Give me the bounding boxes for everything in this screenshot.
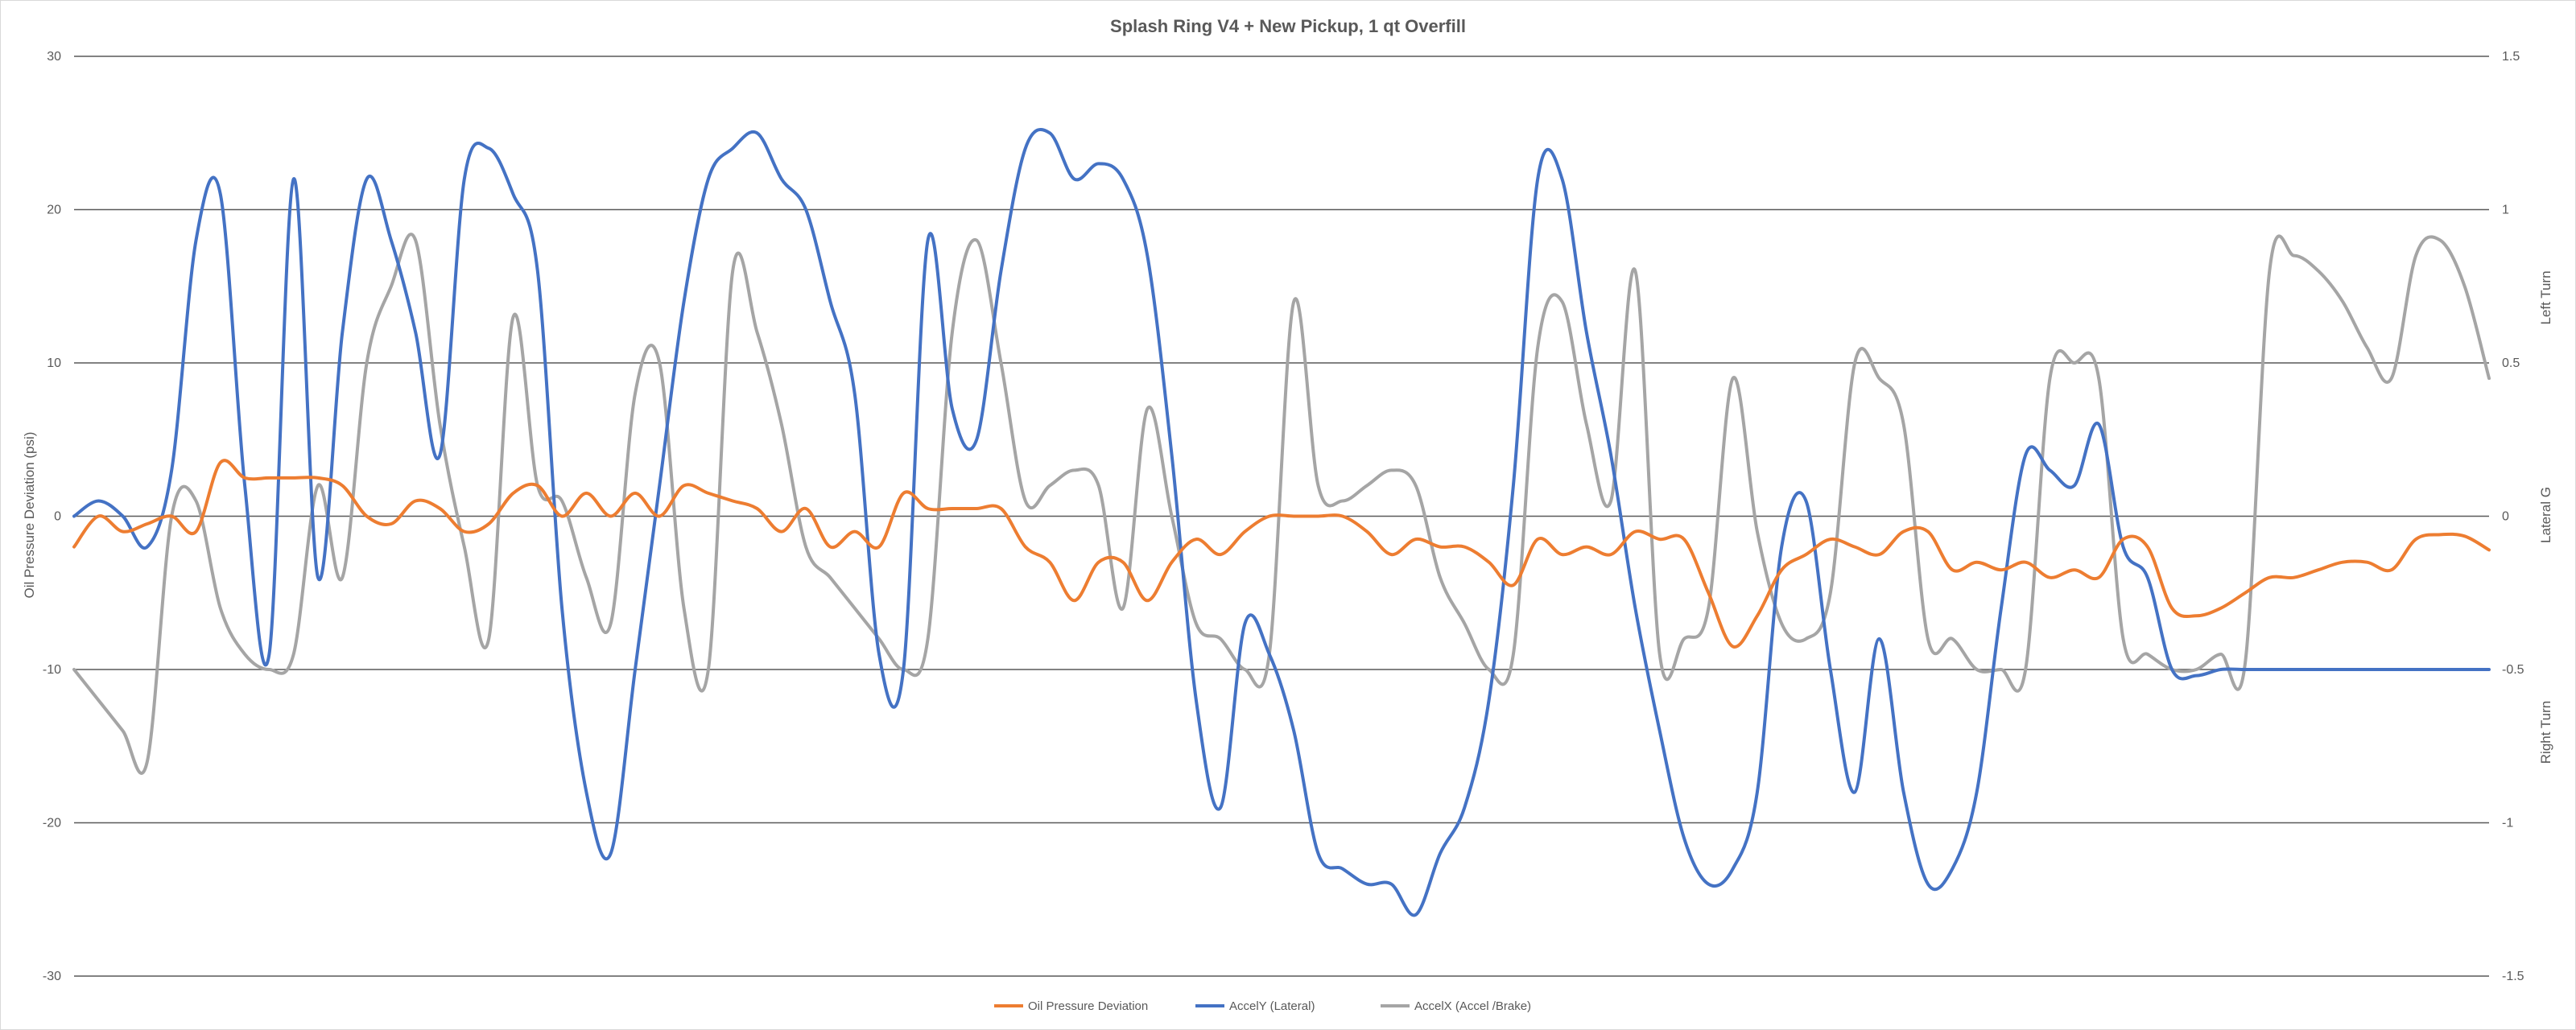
y2-tick-label: 1 <box>2502 204 2509 217</box>
y-tick-label: 20 <box>47 204 61 217</box>
legend-label-accelx-accel-brake: AccelX (Accel /Brake) <box>1414 999 1531 1013</box>
y-axis-ticks: 30 20 10 0 -10 -20 -30 <box>43 50 61 983</box>
series-line-accely-lateral <box>72 127 2491 917</box>
y-tick-label: 10 <box>47 356 61 370</box>
y2-tick-label: -1 <box>2502 817 2513 830</box>
series-line-oil-pressure-deviation <box>72 459 2491 649</box>
y2-tick-label: 0.5 <box>2502 356 2520 370</box>
gridlines <box>74 56 2489 977</box>
y2-axis-title: Lateral G <box>2538 487 2553 543</box>
right-turn-annotation: Right Turn <box>2538 701 2553 764</box>
y-tick-label: -10 <box>43 663 61 677</box>
legend-label-accely-lateral: AccelY (Lateral) <box>1229 999 1315 1013</box>
y2-tick-label: -1.5 <box>2502 970 2524 983</box>
series-line-accelx-accel-brake <box>72 233 2491 775</box>
legend-label-oil-pressure-deviation: Oil Pressure Deviation <box>1028 999 1148 1013</box>
chart-title: Splash Ring V4 + New Pickup, 1 qt Overfi… <box>1110 16 1466 36</box>
y2-tick-label: 1.5 <box>2502 50 2520 64</box>
y-tick-label: 30 <box>47 50 61 64</box>
y2-tick-label: -0.5 <box>2502 663 2524 677</box>
y-axis-title: Oil Pressure Deviation (psi) <box>22 432 37 599</box>
y-tick-label: 0 <box>54 510 61 524</box>
legend: Oil Pressure Deviation AccelY (Lateral) Ac… <box>994 999 1531 1013</box>
left-turn-annotation: Left Turn <box>2538 270 2553 324</box>
y2-axis-ticks: 1.5 1 0.5 0 -0.5 -1 -1.5 <box>2502 50 2524 983</box>
y-tick-label: -20 <box>43 817 61 830</box>
y-tick-label: -30 <box>43 970 61 983</box>
series-group <box>72 127 2491 917</box>
y2-tick-label: 0 <box>2502 510 2509 524</box>
